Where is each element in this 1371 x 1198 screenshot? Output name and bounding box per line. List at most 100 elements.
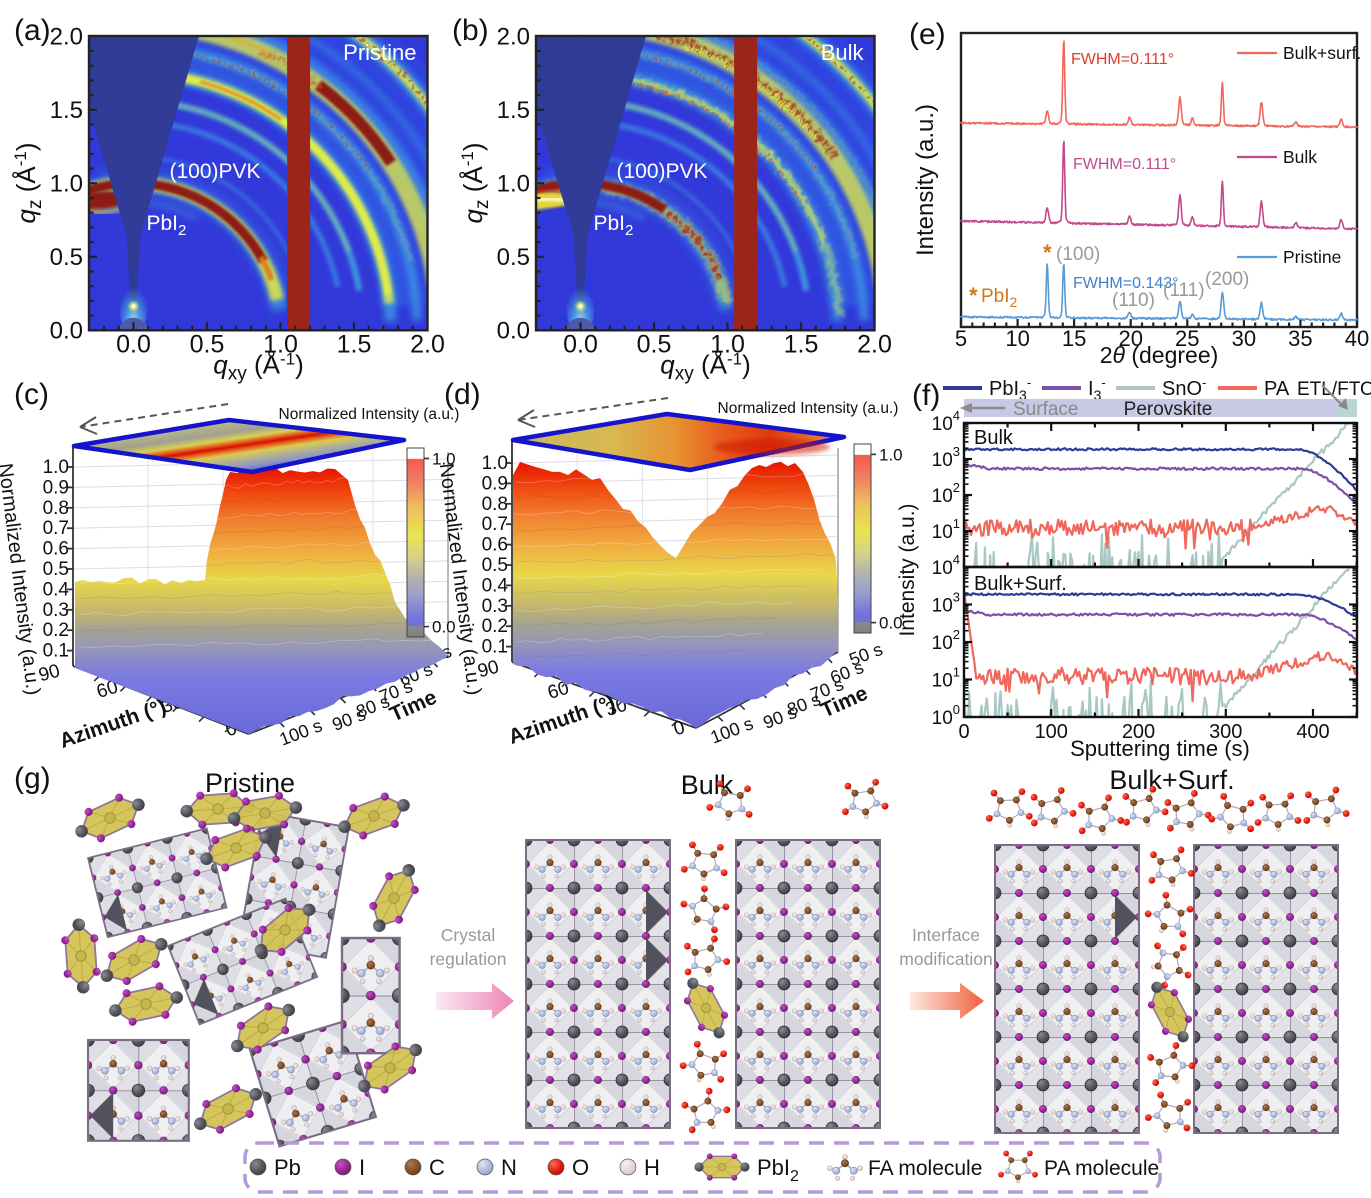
svg-text:Bulk: Bulk xyxy=(974,427,1014,449)
svg-text:FWHM=0.143°: FWHM=0.143° xyxy=(1073,275,1179,292)
svg-text:2.0: 2.0 xyxy=(857,330,892,358)
svg-text:0.3: 0.3 xyxy=(43,600,69,621)
svg-text:(200): (200) xyxy=(1205,269,1249,290)
svg-text:35: 35 xyxy=(1288,326,1312,351)
svg-text:Interface: Interface xyxy=(912,925,980,945)
svg-text:Pristine: Pristine xyxy=(343,40,416,65)
svg-text:0.6: 0.6 xyxy=(43,539,69,560)
svg-text:0.5: 0.5 xyxy=(50,244,83,271)
svg-text:(110): (110) xyxy=(1112,290,1155,311)
svg-text:Bulk+Surf.: Bulk+Surf. xyxy=(1109,765,1234,795)
svg-text:15: 15 xyxy=(1062,326,1086,351)
svg-text:modification: modification xyxy=(899,949,992,969)
svg-text:PbI3-: PbI3- xyxy=(989,375,1031,403)
svg-text:regulation: regulation xyxy=(430,949,507,969)
svg-text:1.5: 1.5 xyxy=(497,97,530,124)
svg-text:Intensity (a.u.): Intensity (a.u.) xyxy=(896,503,919,636)
svg-text:100: 100 xyxy=(1035,721,1068,743)
svg-text:I: I xyxy=(359,1155,365,1180)
svg-text:(111): (111) xyxy=(1163,280,1205,301)
svg-text:FWHM=0.111°: FWHM=0.111° xyxy=(1071,51,1174,68)
svg-text:(g): (g) xyxy=(14,762,51,795)
svg-text:1.0: 1.0 xyxy=(432,449,456,468)
svg-text:2.0: 2.0 xyxy=(497,23,530,50)
svg-text:PA molecule: PA molecule xyxy=(1044,1157,1159,1180)
svg-text:0.5: 0.5 xyxy=(190,330,225,358)
svg-text:PA: PA xyxy=(1264,378,1290,400)
svg-text:1.0: 1.0 xyxy=(482,453,508,474)
svg-text:Pristine: Pristine xyxy=(1283,247,1341,267)
svg-text:(d): (d) xyxy=(444,378,481,411)
svg-text:0.0: 0.0 xyxy=(50,317,83,344)
svg-text:5: 5 xyxy=(955,326,967,351)
svg-text:0: 0 xyxy=(958,721,969,743)
svg-text:0.0: 0.0 xyxy=(432,618,456,637)
svg-text:0.7: 0.7 xyxy=(43,518,69,539)
svg-text:Sputtering time (s): Sputtering time (s) xyxy=(1070,736,1250,761)
svg-text:*: * xyxy=(1043,240,1052,265)
svg-text:Normalized Intensity (a.u.): Normalized Intensity (a.u.) xyxy=(718,400,899,417)
svg-text:(100)PVK: (100)PVK xyxy=(170,160,261,183)
svg-text:Bulk+surf.: Bulk+surf. xyxy=(1283,43,1361,63)
svg-text:ETL/FTO: ETL/FTO xyxy=(1297,379,1371,400)
svg-text:2θ (degree): 2θ (degree) xyxy=(1100,342,1219,368)
svg-text:0.8: 0.8 xyxy=(43,498,69,519)
svg-text:1.0: 1.0 xyxy=(710,330,745,358)
svg-text:0.1: 0.1 xyxy=(43,641,69,662)
svg-text:0.7: 0.7 xyxy=(482,514,508,535)
svg-text:C: C xyxy=(429,1155,445,1180)
svg-text:1.5: 1.5 xyxy=(337,330,372,358)
svg-text:O: O xyxy=(572,1155,589,1180)
svg-text:0.1: 0.1 xyxy=(482,637,508,658)
svg-text:1.0: 1.0 xyxy=(50,170,83,197)
svg-text:(e): (e) xyxy=(909,18,946,51)
svg-text:0.5: 0.5 xyxy=(43,559,69,580)
svg-text:H: H xyxy=(644,1155,660,1180)
svg-text:1.0: 1.0 xyxy=(43,457,69,478)
svg-text:0.0: 0.0 xyxy=(116,330,151,358)
svg-text:Bulk: Bulk xyxy=(1283,147,1317,167)
svg-text:30: 30 xyxy=(1232,326,1256,351)
svg-text:FA molecule: FA molecule xyxy=(868,1157,982,1180)
svg-text:(100)PVK: (100)PVK xyxy=(617,160,708,183)
svg-text:1.0: 1.0 xyxy=(497,170,530,197)
svg-text:1.0: 1.0 xyxy=(879,445,903,464)
svg-text:1.0: 1.0 xyxy=(263,330,298,358)
svg-text:0.9: 0.9 xyxy=(482,473,508,494)
svg-text:N: N xyxy=(501,1155,517,1180)
svg-text:200: 200 xyxy=(1122,721,1155,743)
svg-text:qz (Å-1): qz (Å-1) xyxy=(458,143,493,224)
svg-text:Intensity (a.u.): Intensity (a.u.) xyxy=(912,104,939,256)
svg-text:(b): (b) xyxy=(452,14,489,47)
svg-text:0.4: 0.4 xyxy=(482,575,509,596)
svg-text:*: * xyxy=(969,283,978,308)
svg-text:1.5: 1.5 xyxy=(784,330,819,358)
svg-text:40: 40 xyxy=(1345,326,1369,351)
svg-text:0.3: 0.3 xyxy=(482,596,508,617)
svg-text:FWHM=0.111°: FWHM=0.111° xyxy=(1073,156,1176,173)
svg-text:(100): (100) xyxy=(1056,244,1100,265)
svg-text:Bulk: Bulk xyxy=(821,40,865,65)
svg-text:qxy (Å-1): qxy (Å-1) xyxy=(213,349,304,384)
svg-text:25: 25 xyxy=(1175,326,1199,351)
svg-text:400: 400 xyxy=(1296,721,1329,743)
svg-text:2.0: 2.0 xyxy=(410,330,445,358)
svg-text:Surface: Surface xyxy=(1013,399,1078,420)
svg-text:0.2: 0.2 xyxy=(43,620,69,641)
svg-text:0.5: 0.5 xyxy=(497,244,530,271)
svg-text:0.0: 0.0 xyxy=(879,614,903,633)
svg-text:300: 300 xyxy=(1209,721,1242,743)
svg-text:0.2: 0.2 xyxy=(482,616,508,637)
svg-text:SnO-: SnO- xyxy=(1162,375,1206,400)
svg-text:(c): (c) xyxy=(14,378,49,411)
svg-text:0.0: 0.0 xyxy=(563,330,598,358)
svg-text:qxy (Å-1): qxy (Å-1) xyxy=(660,349,751,384)
svg-text:Perovskite: Perovskite xyxy=(1124,399,1213,420)
svg-text:Bulk+Surf.: Bulk+Surf. xyxy=(974,573,1067,595)
svg-text:Pb: Pb xyxy=(274,1155,301,1180)
svg-text:Crystal: Crystal xyxy=(441,925,495,945)
svg-text:0.6: 0.6 xyxy=(482,535,508,556)
svg-text:(f): (f) xyxy=(912,379,940,412)
svg-text:0.8: 0.8 xyxy=(482,494,508,515)
svg-text:2.0: 2.0 xyxy=(50,23,83,50)
